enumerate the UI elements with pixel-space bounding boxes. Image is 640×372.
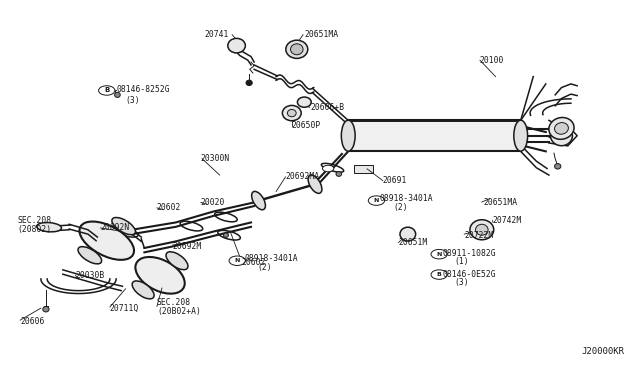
- Ellipse shape: [287, 109, 296, 117]
- Ellipse shape: [550, 126, 572, 146]
- Ellipse shape: [400, 227, 415, 241]
- Text: (2): (2): [394, 203, 408, 212]
- Text: (20B02+A): (20B02+A): [157, 307, 201, 315]
- Ellipse shape: [336, 171, 342, 176]
- Text: N: N: [436, 252, 442, 257]
- Text: 08918-3401A: 08918-3401A: [244, 254, 298, 263]
- Text: 20651M: 20651M: [398, 238, 428, 247]
- Ellipse shape: [555, 164, 561, 169]
- Ellipse shape: [514, 120, 527, 151]
- Text: 20692MA: 20692MA: [285, 172, 319, 182]
- Ellipse shape: [228, 38, 245, 53]
- Ellipse shape: [554, 123, 568, 134]
- Polygon shape: [254, 182, 320, 202]
- Text: 20602: 20602: [242, 258, 266, 267]
- Text: 08911-1082G: 08911-1082G: [442, 249, 496, 258]
- Text: 20602: 20602: [157, 203, 181, 212]
- Ellipse shape: [78, 247, 102, 264]
- Text: B: B: [436, 272, 442, 277]
- Text: N: N: [234, 258, 240, 263]
- Ellipse shape: [286, 40, 308, 58]
- Text: (20802): (20802): [18, 225, 52, 234]
- Text: 20651MA: 20651MA: [305, 30, 339, 39]
- Ellipse shape: [298, 97, 311, 107]
- Text: 20300N: 20300N: [201, 154, 230, 163]
- Ellipse shape: [43, 307, 49, 312]
- Text: 20606: 20606: [20, 317, 45, 326]
- Ellipse shape: [308, 175, 322, 193]
- Text: 20741: 20741: [205, 30, 229, 39]
- Ellipse shape: [136, 257, 185, 294]
- Text: B: B: [104, 87, 109, 93]
- Polygon shape: [355, 165, 373, 173]
- Text: 08146-0E52G: 08146-0E52G: [442, 270, 496, 279]
- Circle shape: [229, 256, 245, 266]
- Circle shape: [431, 270, 447, 279]
- Text: 20030B: 20030B: [76, 271, 105, 280]
- Circle shape: [431, 250, 447, 259]
- Ellipse shape: [476, 224, 488, 235]
- Text: (1): (1): [455, 257, 470, 266]
- Ellipse shape: [246, 80, 252, 86]
- Ellipse shape: [112, 218, 136, 235]
- Text: 20722M: 20722M: [464, 231, 493, 240]
- Text: (3): (3): [125, 96, 140, 105]
- Text: 20711Q: 20711Q: [110, 304, 139, 312]
- Text: 20692M: 20692M: [173, 242, 202, 251]
- Circle shape: [99, 86, 115, 95]
- Text: 20020: 20020: [201, 198, 225, 207]
- Polygon shape: [348, 121, 521, 151]
- Ellipse shape: [470, 220, 493, 240]
- Text: 20651MA: 20651MA: [483, 198, 517, 207]
- Text: 08918-3401A: 08918-3401A: [380, 194, 433, 203]
- Text: 20691: 20691: [383, 176, 407, 185]
- Ellipse shape: [549, 118, 574, 139]
- Text: 08146-8252G: 08146-8252G: [116, 85, 170, 94]
- Text: 20742M: 20742M: [493, 216, 522, 225]
- Text: 20100: 20100: [480, 56, 504, 65]
- Circle shape: [323, 165, 334, 172]
- Ellipse shape: [36, 222, 61, 232]
- Text: J20000KR: J20000KR: [581, 347, 624, 356]
- Ellipse shape: [115, 92, 120, 97]
- Ellipse shape: [252, 191, 266, 210]
- Ellipse shape: [291, 44, 303, 55]
- Text: 20650P: 20650P: [292, 121, 321, 130]
- Ellipse shape: [341, 120, 355, 151]
- Text: (3): (3): [455, 278, 470, 287]
- Text: SEC.208: SEC.208: [18, 216, 52, 225]
- Text: 20692N: 20692N: [100, 224, 130, 232]
- Ellipse shape: [79, 221, 134, 260]
- Circle shape: [368, 196, 385, 205]
- Text: (2): (2): [257, 263, 272, 272]
- Text: N: N: [374, 198, 379, 203]
- Text: 20606+B: 20606+B: [310, 103, 345, 112]
- Text: SEC.208: SEC.208: [157, 298, 191, 307]
- Ellipse shape: [223, 233, 228, 237]
- Ellipse shape: [132, 281, 154, 299]
- Ellipse shape: [166, 252, 188, 270]
- Ellipse shape: [282, 105, 301, 121]
